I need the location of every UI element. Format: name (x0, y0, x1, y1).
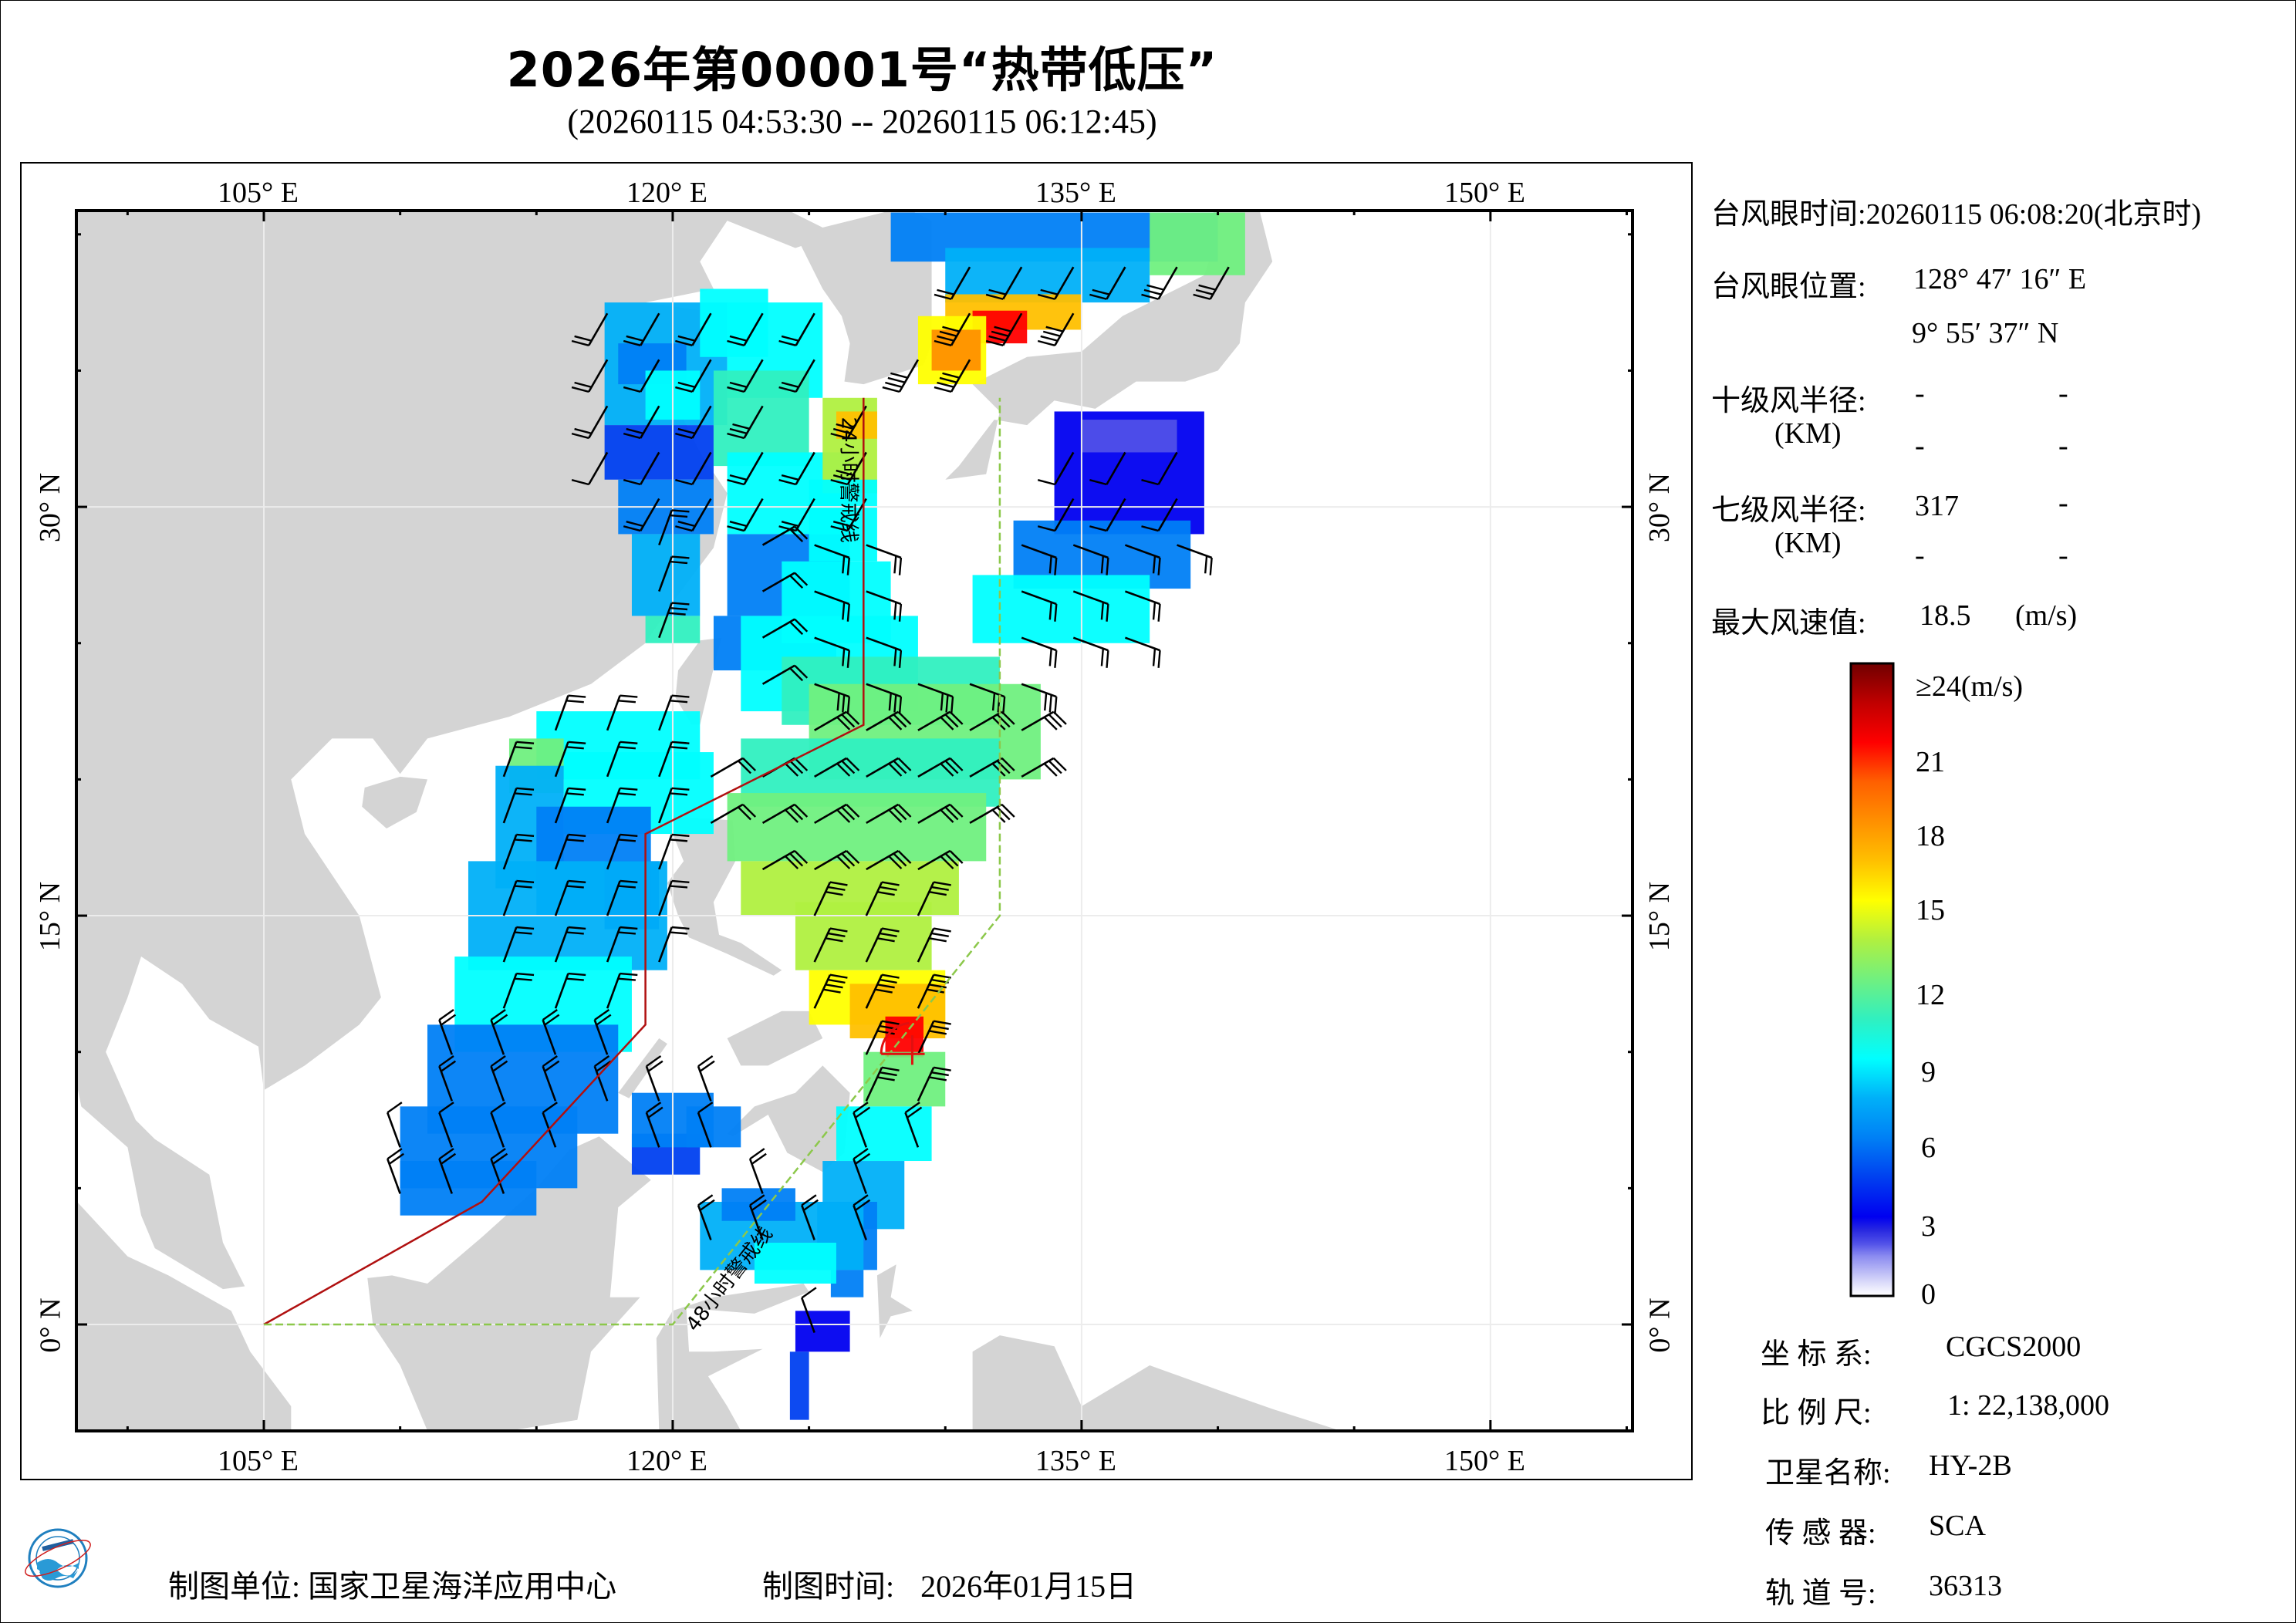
max-wind-unit: (m/s) (2015, 599, 2078, 632)
lat-label-left-30: 30° N (34, 472, 67, 543)
r10-se: - (2058, 377, 2068, 410)
scale-label: 比 例 尺: (1761, 1397, 1872, 1429)
colorbar-label-6: 6 (1921, 1132, 1936, 1164)
satellite-value: HY-2B (1929, 1449, 2012, 1482)
lon-label-bottom-135: 135° E (1035, 1445, 1116, 1477)
producer-value: 国家卫星海洋应用中心 (308, 1569, 617, 1604)
colorbar-label-18: 18 (1916, 820, 1945, 852)
scale-value: 1: 22,138,000 (1947, 1389, 2110, 1422)
lon-label-top-105: 105° E (218, 177, 299, 209)
graticule (76, 211, 1633, 1431)
r10-label: 十级风半径: (1711, 385, 1866, 417)
svg-text:24小时警戒线: 24小时警戒线 (836, 417, 859, 543)
production-date-row: 制图时间: 2026年01月15日 (762, 1561, 1136, 1606)
colorbar-label-24: ≥24(m/s) (1916, 670, 2024, 703)
colorbar-label-21: 21 (1916, 746, 1945, 778)
observation-time-range: (20260115 04:53:30 -- 20260115 06:12:45) (567, 103, 1157, 140)
coord-system-label: 坐 标 系: (1761, 1338, 1872, 1371)
colorbar-label-9: 9 (1921, 1056, 1936, 1088)
sensor-label: 传 感 器: (1765, 1517, 1876, 1550)
r7-label: 七级风半径: (1711, 494, 1866, 527)
eye-position-label: 台风眼位置: (1711, 271, 1866, 303)
lat-label-right-30: 30° N (1643, 472, 1676, 543)
satellite-label: 卫星名称: (1765, 1457, 1891, 1490)
map-border (75, 209, 1634, 1432)
lon-label-top-150: 150° E (1444, 177, 1525, 209)
colorbar-label-12: 12 (1916, 979, 1945, 1011)
max-wind-label: 最大风速值: (1711, 607, 1866, 639)
typhoon-eye-marker (880, 1021, 925, 1065)
eye-time-label: 台风眼时间: (1711, 198, 1866, 231)
r7-unit: (KM) (1774, 527, 1842, 559)
colorbar (1849, 662, 1895, 1297)
coord-system-value: CGCS2000 (1946, 1331, 2082, 1363)
colorbar-label-0: 0 (1921, 1278, 1936, 1311)
colorbar-label-15: 15 (1916, 894, 1945, 926)
r10-unit: (KM) (1774, 417, 1842, 450)
eye-latitude: 9° 55′ 37″ N (1912, 317, 2059, 349)
map-frame (20, 162, 1693, 1480)
r10-nw: - (2058, 430, 2068, 462)
eye-time-value: 20260115 06:08:20(北京时) (1866, 198, 2202, 231)
lat-label-left-15: 15° N (34, 881, 67, 952)
lon-label-bottom-105: 105° E (218, 1445, 299, 1477)
r7-ne: 317 (1915, 490, 1959, 522)
lon-label-bottom-150: 150° E (1444, 1445, 1525, 1477)
lon-label-top-135: 135° E (1035, 177, 1116, 209)
colorbar-label-3: 3 (1921, 1210, 1936, 1243)
r7-sw: - (1915, 539, 1925, 572)
orbit-label: 轨 道 号: (1765, 1577, 1876, 1610)
production-date-value: 2026年01月15日 (920, 1569, 1137, 1604)
eye-time-row: 台风眼时间:20260115 06:08:20(北京时) (1711, 190, 2201, 232)
producer-row: 制图单位: 国家卫星海洋应用中心 (168, 1561, 616, 1606)
lat-label-right-15: 15° N (1643, 881, 1676, 952)
orbit-value: 36313 (1929, 1570, 2002, 1602)
production-date-label: 制图时间: (762, 1569, 895, 1604)
lat-label-left-0: 0° N (34, 1297, 67, 1353)
colorbar-gradient (1849, 662, 1895, 1297)
eye-longitude: 128° 47′ 16″ E (1913, 263, 2087, 295)
page-title: 2026年第00001号“热带低压” (506, 42, 1218, 98)
max-wind-value: 18.5 (1920, 599, 1971, 632)
nsoas-logo-icon (25, 1528, 91, 1588)
sensor-value: SCA (1929, 1510, 1986, 1542)
axis-ticks (76, 211, 1633, 1431)
lon-label-bottom-120: 120° E (626, 1445, 707, 1477)
r10-ne: - (1915, 377, 1925, 410)
wind-barbs (387, 266, 1230, 1334)
wind-speed-swath (400, 212, 1245, 1420)
r10-sw: - (1915, 430, 1925, 462)
lon-label-top-120: 120° E (626, 177, 707, 209)
r7-se: - (2058, 487, 2068, 519)
producer-label: 制图单位: (168, 1569, 301, 1604)
lat-label-right-0: 0° N (1643, 1297, 1676, 1353)
r7-nw: - (2058, 539, 2068, 572)
